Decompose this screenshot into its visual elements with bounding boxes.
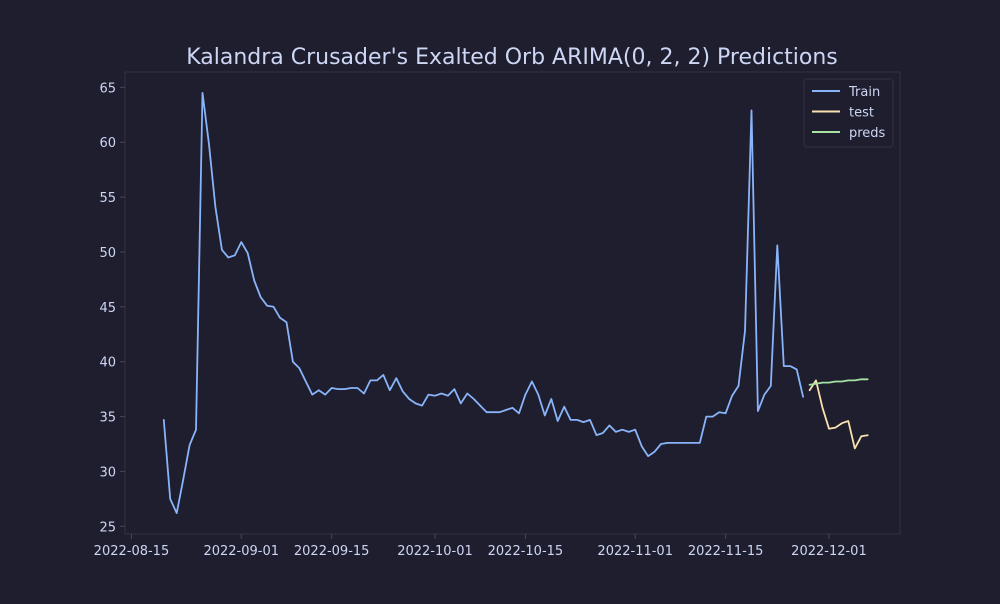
x-tick-label: 2022-10-01 — [397, 544, 473, 559]
plot-area-frame — [124, 71, 901, 535]
legend-label-preds: preds — [849, 126, 886, 141]
y-tick-label: 60 — [99, 136, 116, 151]
series-line-test — [808, 379, 869, 450]
y-tick-label: 65 — [99, 81, 116, 96]
y-tick-label: 35 — [99, 411, 116, 426]
series-line-train — [162, 92, 804, 514]
y-tick-label: 40 — [99, 356, 116, 371]
legend-frame — [803, 78, 894, 148]
x-axis: 2022-08-15 2022-09-01 2022-09-15 2022-10-01… — [94, 534, 867, 559]
legend: Train test preds — [803, 78, 894, 148]
x-tick-label: 2022-12-01 — [791, 544, 867, 559]
x-tick-label: 2022-09-15 — [294, 544, 370, 559]
legend-label-test: test — [849, 106, 874, 121]
y-tick-label: 50 — [99, 246, 116, 261]
x-tick-label: 2022-10-15 — [488, 544, 564, 559]
x-tick-label: 2022-09-01 — [203, 544, 279, 559]
y-tick-label: 55 — [99, 191, 116, 206]
series-layer — [162, 92, 869, 514]
y-tick-label: 25 — [99, 520, 116, 535]
chart-title: Kalandra Crusader's Exalted Orb ARIMA(0,… — [186, 45, 838, 70]
series-line-preds — [808, 378, 869, 386]
y-tick-label: 45 — [99, 301, 116, 316]
y-axis: 25 30 35 40 45 50 55 60 65 — [99, 81, 125, 535]
x-tick-label: 2022-11-15 — [688, 544, 764, 559]
x-tick-label: 2022-08-15 — [94, 544, 170, 559]
y-tick-label: 30 — [99, 465, 116, 480]
legend-label-train: Train — [848, 85, 880, 100]
x-tick-label: 2022-11-01 — [597, 544, 673, 559]
